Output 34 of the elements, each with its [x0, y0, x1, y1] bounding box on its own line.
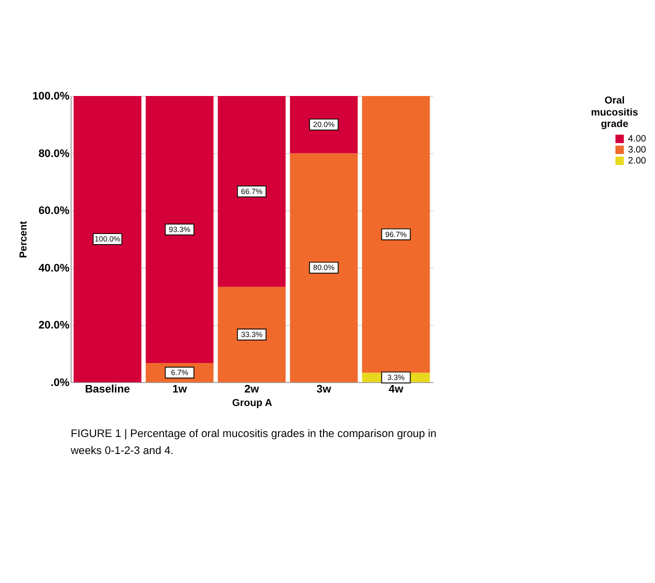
y-tick-label: 60.0%: [38, 205, 70, 218]
x-tick-label: 4w: [388, 384, 404, 396]
bar: [146, 96, 214, 364]
data-label: 66.7%: [241, 186, 263, 196]
bar: [218, 286, 286, 382]
y-tick-label: 20.0%: [38, 320, 70, 332]
legend-title: Oral mucositis grade: [591, 96, 639, 130]
bar: [290, 96, 358, 154]
x-tick-label: 1w: [172, 384, 188, 396]
data-label: 80.0%: [313, 263, 335, 272]
x-tick-label: 2w: [244, 384, 260, 396]
bar: [218, 96, 286, 287]
data-label: 96.7%: [385, 230, 407, 239]
x-tick-label: 3w: [316, 384, 332, 396]
bar: [74, 96, 142, 382]
data-label: 33.3%: [241, 330, 263, 340]
caption: FIGURE 1 | Percentage of oral mucositis grades in the comparison group in weeks 0-1-2-3 and 4.: [70, 428, 436, 457]
legend-label: 2.00: [628, 155, 646, 166]
legend-label: 4.00: [628, 133, 646, 144]
y-tick-label: 100.0%: [32, 90, 70, 103]
y-tick-label: 40.0%: [38, 262, 70, 274]
data-label: 20.0%: [313, 120, 335, 130]
data-label: 100.0%: [94, 234, 121, 244]
bar: [290, 153, 358, 382]
bar: [362, 96, 430, 373]
x-axis-title: Group A: [232, 398, 273, 410]
y-tick-label: 80.0%: [38, 148, 70, 160]
x-tick-label: Baseline: [85, 384, 130, 396]
data-label: 3.3%: [387, 373, 405, 382]
y-axis-title: Percent: [18, 220, 30, 258]
y-tick-label: .0%: [50, 376, 70, 389]
legend-label: 3.00: [628, 144, 646, 154]
data-label: 93.3%: [168, 225, 191, 234]
data-label: 6.7%: [170, 368, 188, 378]
